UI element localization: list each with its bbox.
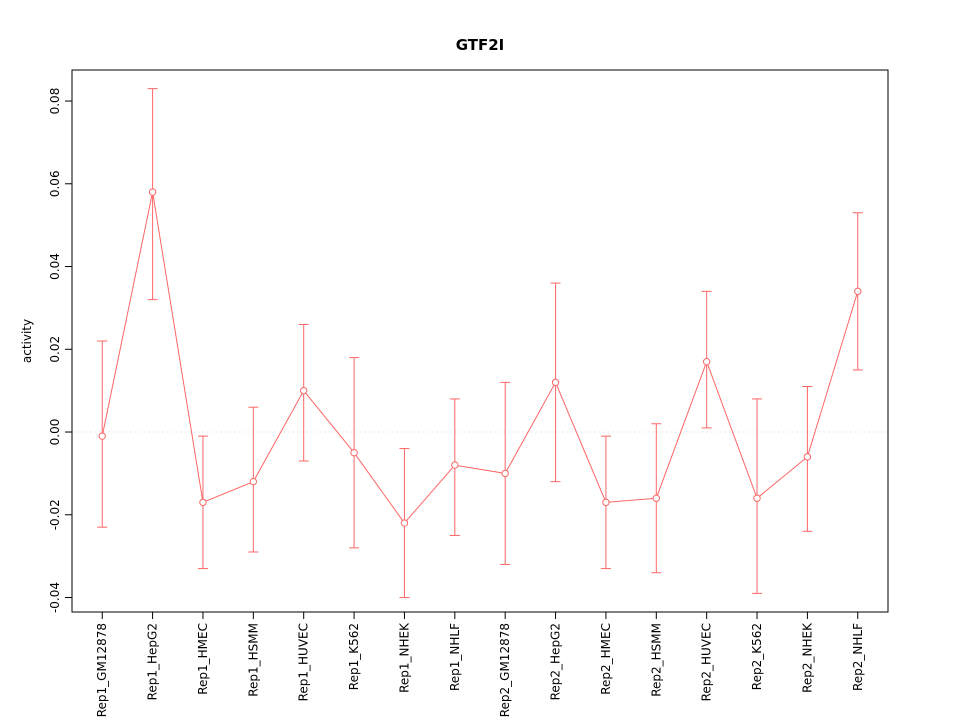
x-tick-label: Rep2_HUVEC [700, 623, 714, 701]
x-tick-label: Rep1_HUVEC [297, 623, 311, 701]
x-tick-label: Rep1_GM12878 [95, 623, 109, 717]
x-tick-label: Rep2_HMEC [599, 623, 613, 695]
y-tick-label: -0.02 [48, 499, 62, 530]
x-tick-label: Rep1_NHEK [397, 622, 411, 693]
plot-box [71, 69, 889, 613]
data-point [148, 188, 157, 196]
data-point [249, 477, 258, 486]
x-tick-label: Rep2_K562 [750, 623, 764, 690]
x-tick-label: Rep1_NHLF [448, 623, 462, 691]
x-tick-label: Rep2_NHLF [851, 623, 865, 691]
y-tick-label: 0.08 [48, 88, 62, 115]
data-point [400, 519, 409, 527]
y-tick-label: 0.04 [48, 253, 62, 280]
x-tick-label: Rep2_GM12878 [498, 623, 512, 717]
y-axis-label: activity [20, 318, 34, 364]
y-tick-label: 0.00 [48, 419, 62, 446]
y-tick-label: 0.02 [48, 336, 62, 363]
chart-title: GTF2I [455, 36, 505, 54]
x-tick-label: Rep1_HMEC [196, 623, 210, 695]
data-point [350, 449, 358, 457]
x-tick-label: Rep1_HSMM [246, 623, 260, 697]
data-point [300, 386, 308, 395]
x-tick-label: Rep2_HSMM [649, 623, 663, 697]
series-line [101, 191, 859, 524]
y-tick-label: -0.04 [48, 582, 62, 613]
data-point [199, 498, 207, 507]
data-point [98, 432, 106, 440]
data-point [602, 498, 610, 507]
x-tick-label: Rep2_NHEK [800, 622, 814, 693]
data-point [501, 469, 509, 478]
x-tick-label: Rep1_HepG2 [146, 623, 160, 700]
data-point [753, 494, 761, 502]
x-tick-label: Rep1_K562 [347, 623, 361, 690]
data-point [652, 494, 660, 502]
data-point [854, 287, 862, 296]
data-point [803, 453, 812, 461]
data-point [551, 378, 560, 387]
y-tick-label: 0.06 [48, 170, 62, 197]
data-point [702, 357, 711, 366]
data-point [451, 461, 459, 469]
x-tick-label: Rep2_HepG2 [549, 623, 563, 700]
